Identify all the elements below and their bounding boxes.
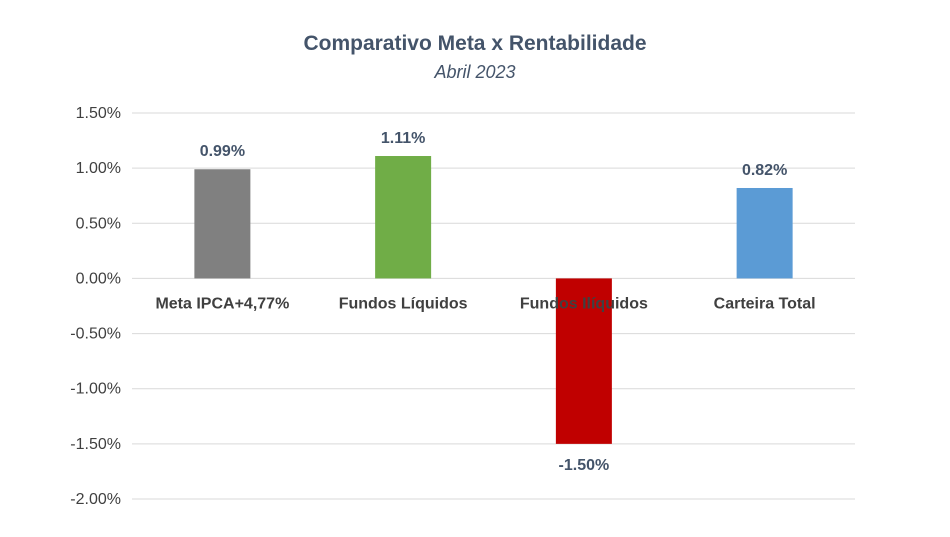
data-label: 1.11% bbox=[381, 130, 425, 147]
data-label: 0.99% bbox=[200, 143, 245, 160]
category-label: Meta IPCA+4,77% bbox=[155, 295, 289, 312]
y-tick-label: -1.00% bbox=[70, 381, 121, 398]
data-label: -1.50% bbox=[559, 457, 610, 474]
data-label: 0.82% bbox=[742, 162, 787, 179]
y-tick-label: 1.50% bbox=[76, 105, 121, 122]
y-tick-label: -0.50% bbox=[70, 326, 121, 343]
y-tick-label: 0.50% bbox=[76, 215, 121, 232]
chart-title: Comparativo Meta x Rentabilidade bbox=[303, 32, 647, 55]
bar bbox=[555, 278, 612, 444]
chart-subtitle: Abril 2023 bbox=[434, 62, 516, 82]
bar bbox=[194, 169, 251, 279]
category-label: Carteira Total bbox=[714, 295, 816, 312]
y-tick-label: 0.00% bbox=[76, 270, 121, 287]
category-label: Fundos Líquidos bbox=[339, 295, 468, 312]
y-tick-label: -2.00% bbox=[70, 491, 121, 508]
category-label: Fundos Ilíquidos bbox=[520, 295, 648, 312]
bar bbox=[736, 187, 793, 279]
y-tick-label: 1.00% bbox=[76, 160, 121, 177]
y-tick-label: -1.50% bbox=[70, 436, 121, 453]
bar bbox=[375, 156, 432, 279]
